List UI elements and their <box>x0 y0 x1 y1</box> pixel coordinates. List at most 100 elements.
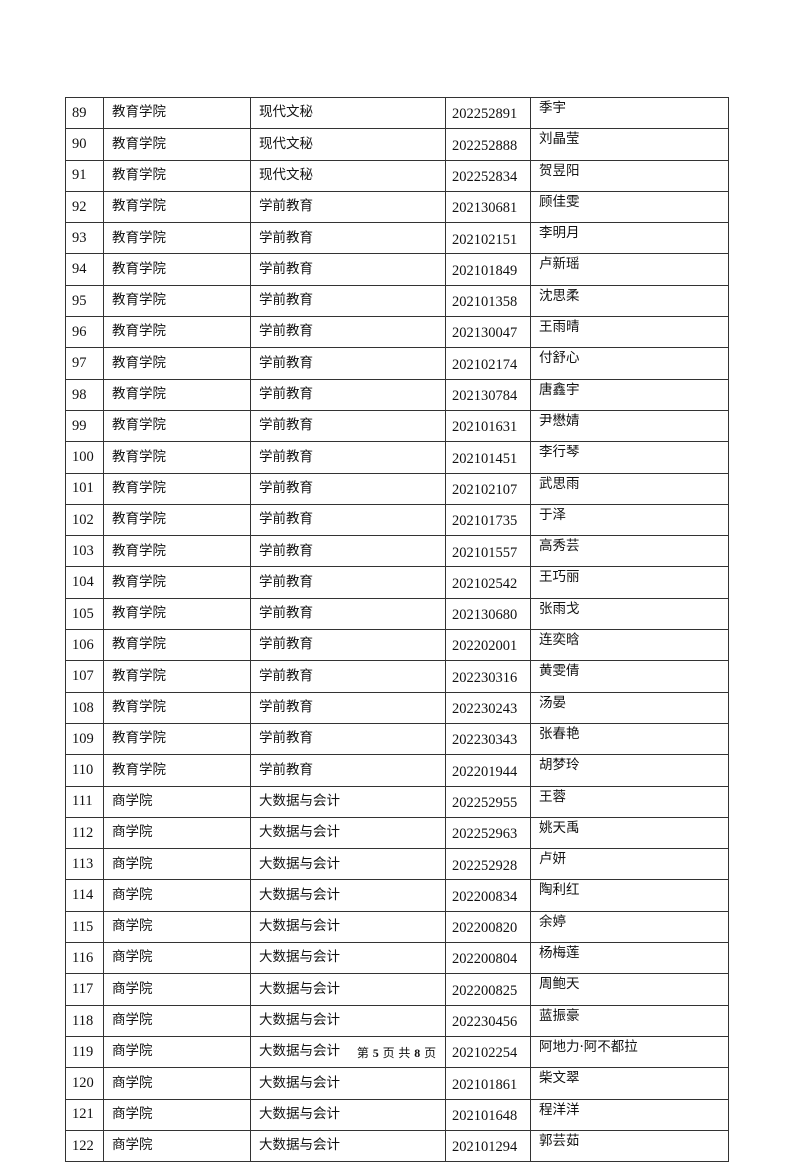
college-cell: 商学院 <box>103 879 251 912</box>
row-number-cell: 116 <box>65 942 104 975</box>
table-row: 106 教育学院 学前教育 202202001 连奕晗 <box>65 629 729 662</box>
major-cell: 大数据与会计 <box>250 1098 446 1131</box>
table-row: 113 商学院 大数据与会计 202252928 卢妍 <box>65 848 729 881</box>
major-cell: 大数据与会计 <box>250 879 446 912</box>
row-number-cell: 101 <box>65 472 104 505</box>
student-name-cell: 季宇 <box>530 96 729 130</box>
major-cell: 学前教育 <box>250 222 446 255</box>
college-cell: 教育学院 <box>103 722 251 756</box>
student-name-cell: 卢新瑶 <box>530 253 729 286</box>
college-cell: 教育学院 <box>103 566 251 599</box>
college-cell: 教育学院 <box>103 222 251 255</box>
college-cell: 教育学院 <box>103 409 251 443</box>
student-id-cell: 202130784 <box>445 378 531 411</box>
student-id-cell: 202130681 <box>445 190 531 224</box>
table-row: 108 教育学院 学前教育 202230243 汤晏 <box>65 691 729 724</box>
student-name-cell: 郭芸茹 <box>530 1129 729 1162</box>
student-id-cell: 202252955 <box>445 785 531 818</box>
major-cell: 大数据与会计 <box>250 785 446 818</box>
row-number-cell: 110 <box>65 754 104 787</box>
college-cell: 商学院 <box>103 1098 251 1131</box>
row-number-cell: 117 <box>65 973 104 1006</box>
college-cell: 商学院 <box>103 785 251 818</box>
college-cell: 商学院 <box>103 910 251 944</box>
college-cell: 商学院 <box>103 1129 251 1162</box>
student-name-cell: 王巧丽 <box>530 566 729 599</box>
student-id-cell: 202201944 <box>445 754 531 787</box>
student-id-cell: 202101631 <box>445 409 531 443</box>
row-number-cell: 121 <box>65 1098 104 1131</box>
row-number-cell: 97 <box>65 347 104 380</box>
student-id-cell: 202130047 <box>445 316 531 349</box>
footer-suffix: 页 <box>424 1046 437 1060</box>
student-id-cell: 202252963 <box>445 816 531 850</box>
student-name-cell: 尹懋婧 <box>530 409 729 443</box>
student-id-cell: 202252888 <box>445 128 531 161</box>
college-cell: 商学院 <box>103 1035 251 1069</box>
row-number-cell: 122 <box>65 1129 104 1162</box>
row-number-cell: 89 <box>65 96 104 130</box>
table-row: 98 教育学院 学前教育 202130784 唐鑫宇 <box>65 378 729 411</box>
student-name-cell: 张春艳 <box>530 722 729 756</box>
table-body: 89 教育学院 现代文秘 202252891 季宇 90 教育学院 现代文秘 202252888… <box>65 96 729 1162</box>
row-number-cell: 112 <box>65 816 104 850</box>
major-cell: 学前教育 <box>250 566 446 599</box>
student-name-cell: 张雨戈 <box>530 597 729 631</box>
table-row: 99 教育学院 学前教育 202101631 尹懋婧 <box>65 409 729 443</box>
table-row: 90 教育学院 现代文秘 202252888 刘晶莹 <box>65 128 729 161</box>
student-name-cell: 柴文翠 <box>530 1067 729 1100</box>
major-cell: 学前教育 <box>250 660 446 693</box>
college-cell: 商学院 <box>103 1004 251 1037</box>
college-cell: 教育学院 <box>103 316 251 349</box>
student-id-cell: 202230243 <box>445 691 531 724</box>
major-cell: 大数据与会计 <box>250 973 446 1006</box>
student-name-cell: 程洋洋 <box>530 1098 729 1131</box>
major-cell: 大数据与会计 <box>250 910 446 944</box>
table-row: 94 教育学院 学前教育 202101849 卢新瑶 <box>65 253 729 286</box>
row-number-cell: 106 <box>65 629 104 662</box>
student-name-cell: 贺昱阳 <box>530 159 729 192</box>
student-name-cell: 连奕晗 <box>530 629 729 662</box>
table-row: 109 教育学院 学前教育 202230343 张春艳 <box>65 722 729 756</box>
row-number-cell: 107 <box>65 660 104 693</box>
student-name-cell: 高秀芸 <box>530 535 729 568</box>
college-cell: 教育学院 <box>103 284 251 318</box>
student-name-cell: 王蓉 <box>530 785 729 818</box>
college-cell: 商学院 <box>103 848 251 881</box>
major-cell: 学前教育 <box>250 722 446 756</box>
table-row: 95 教育学院 学前教育 202101358 沈思柔 <box>65 284 729 318</box>
college-cell: 教育学院 <box>103 472 251 505</box>
table-row: 117 商学院 大数据与会计 202200825 周鲍天 <box>65 973 729 1006</box>
student-id-cell: 202230316 <box>445 660 531 693</box>
table-row: 116 商学院 大数据与会计 202200804 杨梅莲 <box>65 942 729 975</box>
student-name-cell: 卢妍 <box>530 848 729 881</box>
table-row: 89 教育学院 现代文秘 202252891 季宇 <box>65 96 729 130</box>
college-cell: 教育学院 <box>103 754 251 787</box>
major-cell: 现代文秘 <box>250 128 446 161</box>
row-number-cell: 98 <box>65 378 104 411</box>
college-cell: 教育学院 <box>103 159 251 192</box>
major-cell: 大数据与会计 <box>250 848 446 881</box>
table-row: 102 教育学院 学前教育 202101735 于泽 <box>65 503 729 537</box>
student-id-cell: 202101451 <box>445 441 531 474</box>
college-cell: 教育学院 <box>103 691 251 724</box>
college-cell: 商学院 <box>103 816 251 850</box>
row-number-cell: 93 <box>65 222 104 255</box>
table-row: 97 教育学院 学前教育 202102174 付舒心 <box>65 347 729 380</box>
row-number-cell: 114 <box>65 879 104 912</box>
table-row: 93 教育学院 学前教育 202102151 李明月 <box>65 222 729 255</box>
table-row: 119 商学院 大数据与会计 202102254 阿地力·阿不都拉 <box>65 1035 729 1069</box>
table-row: 104 教育学院 学前教育 202102542 王巧丽 <box>65 566 729 599</box>
student-name-cell: 蓝振豪 <box>530 1004 729 1037</box>
student-name-cell: 付舒心 <box>530 347 729 380</box>
student-name-cell: 姚天禹 <box>530 816 729 850</box>
student-id-cell: 202102542 <box>445 566 531 599</box>
row-number-cell: 108 <box>65 691 104 724</box>
row-number-cell: 90 <box>65 128 104 161</box>
student-id-cell: 202102151 <box>445 222 531 255</box>
major-cell: 大数据与会计 <box>250 1129 446 1162</box>
student-name-cell: 阿地力·阿不都拉 <box>530 1035 729 1069</box>
major-cell: 大数据与会计 <box>250 942 446 975</box>
page-footer: 第 5 页 共 8 页 <box>0 1044 793 1061</box>
college-cell: 教育学院 <box>103 378 251 411</box>
